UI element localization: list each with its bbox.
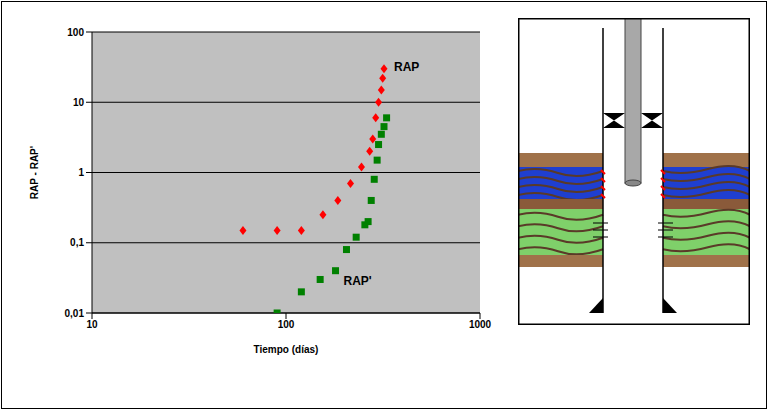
svg-text:100: 100 [278, 319, 295, 330]
svg-text:10: 10 [73, 97, 85, 108]
svg-text:RAP': RAP' [344, 274, 372, 288]
svg-text:0,1: 0,1 [70, 237, 84, 248]
svg-text:100: 100 [67, 27, 84, 38]
svg-text:1000: 1000 [469, 319, 492, 330]
svg-text:10: 10 [86, 319, 98, 330]
svg-text:RAP - RAP': RAP - RAP' [29, 146, 40, 199]
svg-text:RAP: RAP [394, 60, 419, 74]
svg-text:Tiempo (días): Tiempo (días) [254, 344, 319, 355]
svg-text:1: 1 [78, 167, 84, 178]
svg-text:0,01: 0,01 [65, 308, 85, 319]
